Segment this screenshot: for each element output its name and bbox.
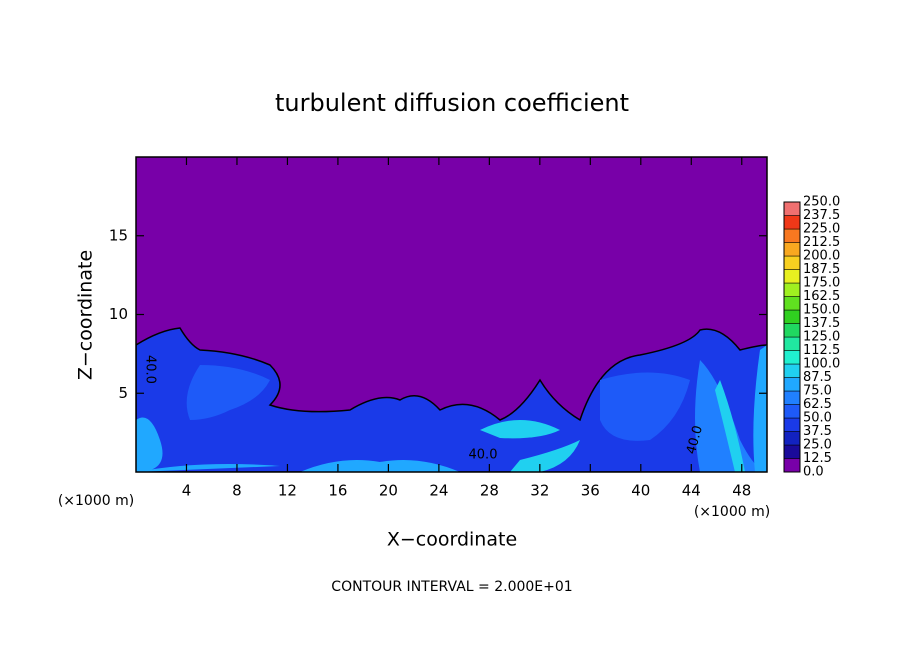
- field-region: [136, 327, 767, 472]
- colorbar-bin: [783, 458, 801, 473]
- y-axis-label: Z−coordinate: [75, 250, 97, 380]
- field-region: [136, 464, 280, 472]
- colorbar-bin: [783, 417, 801, 432]
- field-region: [186, 365, 270, 420]
- colorbar-bin: [783, 228, 801, 243]
- colorbar-label: 25.0: [803, 438, 832, 453]
- colorbar-label: 200.0: [803, 249, 840, 264]
- colorbar-label: 175.0: [803, 276, 840, 291]
- colorbar-bin: [783, 350, 801, 365]
- colorbar-label: 187.5: [803, 262, 840, 277]
- x-tick-label: 36: [581, 482, 600, 500]
- colorbar-label: 50.0: [803, 411, 832, 426]
- colorbar-bin: [783, 282, 801, 297]
- colorbar-label: 137.5: [803, 316, 840, 331]
- x-tick-label: 8: [232, 482, 242, 500]
- colorbar-bin: [783, 215, 801, 230]
- x-tick-label: 48: [732, 482, 751, 500]
- colorbar-label: 112.5: [803, 343, 840, 358]
- field: [136, 157, 767, 472]
- x-tick-label: 44: [682, 482, 701, 500]
- colorbar-label: 150.0: [803, 303, 840, 318]
- x-unit-label: (×1000 m): [58, 493, 134, 509]
- colorbar-label: 162.5: [803, 289, 840, 304]
- x-tick-label: 32: [530, 482, 549, 500]
- colorbar-bin: [783, 377, 801, 392]
- colorbar-frame: [783, 201, 801, 473]
- x-tick-label: 20: [379, 482, 398, 500]
- colorbar-bin: [783, 242, 801, 257]
- colorbar-bin: [783, 444, 801, 459]
- colorbar-bin: [783, 363, 801, 378]
- contour-label: 40.0: [684, 424, 706, 456]
- x-tick-label: 40: [631, 482, 650, 500]
- colorbar-label: 37.5: [803, 424, 832, 439]
- colorbar-label: 250.0: [803, 195, 840, 210]
- colorbar-label: 0.0: [803, 465, 824, 480]
- colorbar-label: 212.5: [803, 235, 840, 250]
- x-tick-label: 4: [182, 482, 192, 500]
- colorbar-bin: [783, 336, 801, 351]
- colorbar-bin: [783, 323, 801, 338]
- chart-title: turbulent diffusion coefficient: [275, 89, 629, 117]
- field-region: [600, 372, 690, 441]
- x-unit-label: (×1000 m): [694, 504, 770, 520]
- field-region: [715, 380, 745, 472]
- colorbar-label: 87.5: [803, 370, 832, 385]
- x-tick-label: 16: [328, 482, 347, 500]
- contour-label: 40.0: [143, 355, 158, 384]
- field-region: [753, 345, 767, 472]
- field-region: [300, 459, 460, 472]
- colorbar-label: 125.0: [803, 330, 840, 345]
- y-tick-label: 10: [109, 305, 128, 323]
- colorbar-label: 12.5: [803, 451, 832, 466]
- contour-label: 40.0: [469, 448, 498, 463]
- x-tick-label: 12: [278, 482, 297, 500]
- colorbar-label: 75.0: [803, 384, 832, 399]
- colorbar-bin: [783, 296, 801, 311]
- field-region: [480, 420, 560, 439]
- colorbar-bin: [783, 390, 801, 405]
- y-tick-label: 15: [109, 226, 128, 244]
- colorbar-bin: [783, 431, 801, 446]
- colorbar-bin: [783, 404, 801, 419]
- field-region: [136, 417, 163, 472]
- colorbar-bin: [783, 269, 801, 284]
- annotation: CONTOUR INTERVAL = 2.000E+01: [331, 579, 572, 595]
- colorbar-bin: [783, 309, 801, 324]
- x-tick-label: 28: [480, 482, 499, 500]
- colorbar-label: 225.0: [803, 222, 840, 237]
- colorbar-label: 237.5: [803, 208, 840, 223]
- colorbar-label: 62.5: [803, 397, 832, 412]
- x-tick-label: 24: [429, 482, 448, 500]
- colorbar-bin: [783, 201, 801, 216]
- y-tick-label: 5: [118, 384, 128, 402]
- field-region: [510, 440, 580, 472]
- colorbar-bin: [783, 255, 801, 270]
- x-axis-label: X−coordinate: [387, 529, 517, 551]
- colorbar-label: 100.0: [803, 357, 840, 372]
